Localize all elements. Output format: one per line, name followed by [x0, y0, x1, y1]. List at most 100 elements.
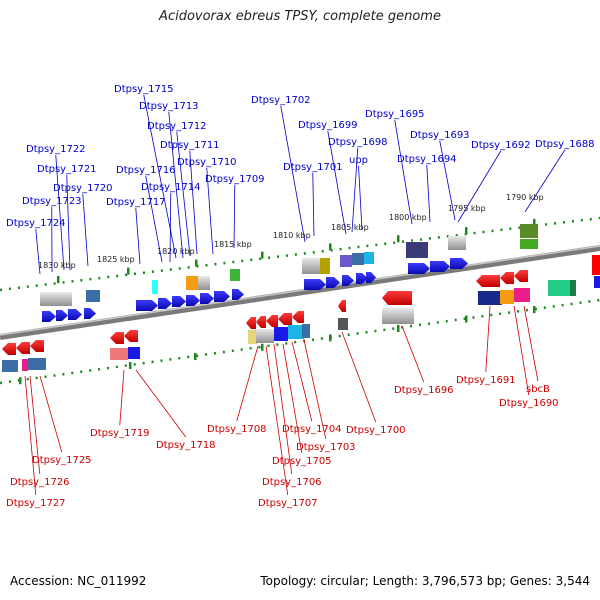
gene-label-top: Dtpsy_1694: [397, 154, 457, 165]
reverse-gene: [256, 316, 266, 328]
reverse-gene: [110, 332, 124, 344]
kbp-label: 1800 kbp: [389, 213, 427, 222]
forward-gene: [232, 289, 244, 300]
tick-mark-top: [195, 259, 198, 267]
leader-line: [176, 131, 191, 257]
leader-line: [135, 369, 187, 438]
leader-line: [265, 345, 289, 496]
gene-label-bottom: Dtpsy_1718: [156, 440, 216, 451]
grey-block: [382, 308, 414, 324]
leader-line: [236, 345, 259, 422]
leader-line: [82, 193, 89, 267]
reverse-gene: [124, 330, 138, 342]
reverse-gene: [514, 270, 528, 282]
forward-gene: [366, 272, 376, 283]
tick-mark-bottom: [129, 362, 132, 370]
leader-line: [39, 375, 63, 453]
gene-label-top: Dtpsy_1709: [205, 174, 265, 185]
gene-label-top: Dtpsy_1723: [22, 196, 82, 207]
steel-block: [2, 360, 18, 372]
gene-label-top: Dtpsy_1692: [471, 140, 531, 151]
forward-gene: [186, 295, 200, 306]
gene-labels: Dtpsy_1724 Dtpsy_1723 Dtpsy_1722 Dtpsy_1721…: [6, 84, 595, 509]
leader-line: [523, 305, 539, 382]
gene-label-top: Dtpsy_1721: [37, 164, 97, 175]
leader-line: [341, 331, 377, 423]
leader-line: [233, 184, 236, 249]
gene-label-bottom: Dtpsy_1704: [282, 424, 342, 435]
gene-label-bottom: Dtpsy_1703: [296, 442, 356, 453]
green-gene: [520, 239, 538, 249]
gene-label-bottom: Dtpsy_1707: [258, 498, 318, 509]
gene-label-top: Dtpsy_1701: [283, 162, 343, 173]
gene-label-top: Dtpsy_1710: [177, 157, 237, 168]
red-block: [592, 255, 600, 275]
cyan-block: [288, 325, 304, 339]
gene-label-top: Dtpsy_1702: [251, 95, 311, 106]
leader-line: [457, 150, 502, 223]
reverse-gene: [246, 317, 256, 329]
gene-label-top: Dtpsy_1720: [53, 183, 113, 194]
tick-mark-bottom: [329, 334, 332, 342]
leader-line: [426, 164, 431, 223]
navy-block: [478, 291, 502, 305]
reverse-gene: [2, 343, 16, 355]
leader-line: [282, 343, 303, 454]
leader-line: [135, 207, 141, 265]
reverse-gene: [338, 300, 346, 312]
leader-line: [327, 130, 347, 235]
leader-line: [24, 375, 37, 496]
orange-block: [186, 276, 200, 290]
gene-label-bottom: Dtpsy_1727: [6, 498, 66, 509]
leader-line: [358, 165, 363, 231]
leader-line: [55, 154, 65, 271]
leader-line: [189, 150, 198, 255]
gene-label-bottom: Dtpsy_1719: [90, 428, 150, 439]
reverse-gene: [266, 315, 278, 327]
reverse-gene: [500, 272, 514, 284]
gene-label-bottom: Dtpsy_1691: [456, 375, 516, 386]
leader-line: [401, 325, 425, 383]
reverse-gene: [292, 311, 304, 323]
grey-block: [40, 292, 72, 306]
gene-label-bottom: Dtpsy_1706: [262, 477, 322, 488]
olive-gene: [520, 224, 538, 238]
leader-line: [143, 94, 177, 259]
forward-gene: [200, 293, 214, 304]
tick-mark-top: [397, 235, 400, 243]
kbp-label: 1810 kbp: [273, 231, 311, 240]
leader-line: [66, 174, 71, 271]
reverse-gene: [16, 342, 30, 354]
tick-mark-bottom: [194, 353, 197, 361]
gene-label-bottom: Dtpsy_1696: [394, 385, 454, 396]
gene-label-bottom: sbcB: [526, 384, 550, 395]
reverse-gene: [278, 313, 292, 325]
forward-gene: [56, 310, 68, 321]
olive-block: [320, 258, 330, 274]
leader-line: [280, 105, 306, 243]
kbp-label: 1815 kbp: [214, 240, 252, 249]
gene-label-top: Dtpsy_1713: [139, 101, 199, 112]
gene-features: [2, 224, 600, 372]
steel-block: [352, 253, 364, 265]
leader-line: [524, 149, 566, 213]
cyan-block: [364, 252, 374, 264]
gene-label-bottom: Dtpsy_1700: [346, 425, 406, 436]
gene-label-top: Dtpsy_1698: [328, 137, 388, 148]
pink-block: [22, 359, 28, 371]
map-title: Acidovorax ebreus TPSY, complete genome: [159, 9, 441, 24]
green-block: [570, 280, 576, 296]
blue-block: [128, 347, 140, 359]
genome-summary-text: Topology: circular; Length: 3,796,573 bp…: [260, 574, 590, 588]
leader-line: [485, 305, 491, 373]
leader-line: [168, 111, 184, 259]
kbp-label: 1830 kbp: [38, 261, 76, 270]
gene-label-top: Dtpsy_1699: [298, 120, 358, 131]
kbp-label: 1805 kbp: [331, 223, 369, 232]
gene-label-bottom: Dtpsy_1705: [272, 456, 332, 467]
gene-label-bottom: Dtpsy_1708: [207, 424, 267, 435]
tick-mark-top: [261, 251, 264, 259]
gene-label-top: Dtpsy_1714: [141, 182, 201, 193]
leader-line: [291, 341, 313, 422]
